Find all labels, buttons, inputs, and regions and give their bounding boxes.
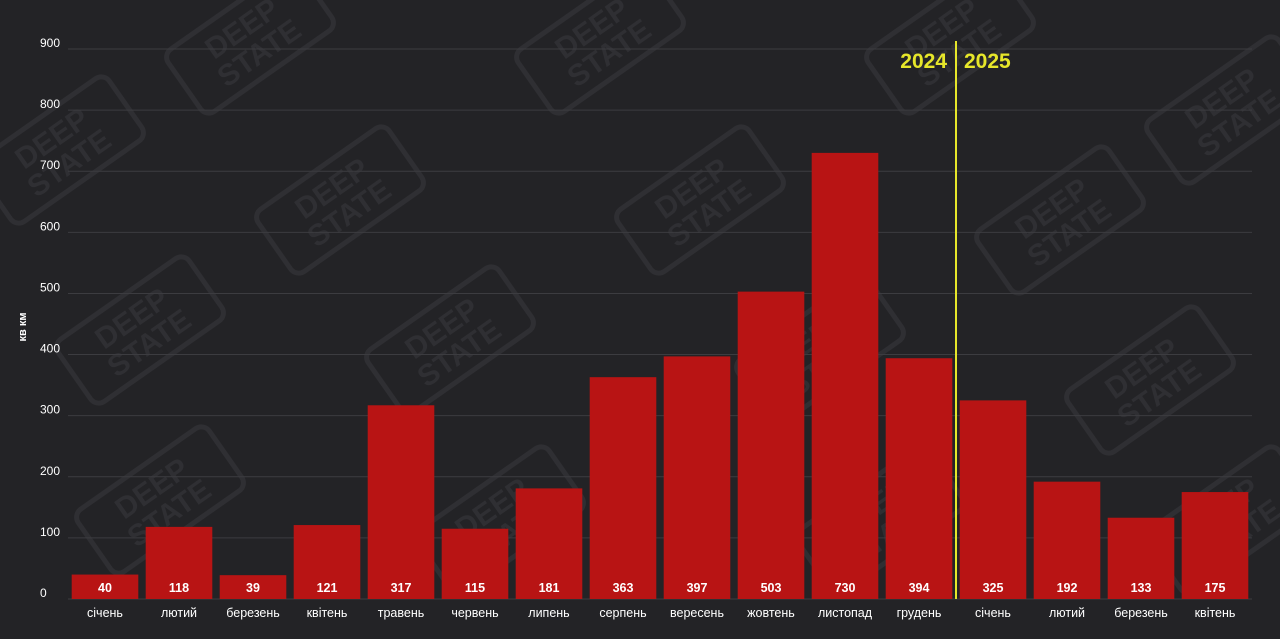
bar <box>515 488 583 599</box>
bar-value-label: 363 <box>613 581 634 595</box>
bar <box>1033 481 1101 599</box>
bars <box>71 152 1249 599</box>
bar <box>1107 517 1175 599</box>
x-axis-labels: січень лютий березень квітень травень червень… <box>87 606 1235 620</box>
x-tick-label: січень <box>975 606 1011 620</box>
x-tick-label: березень <box>226 606 280 620</box>
y-axis-label: кв км <box>17 313 29 342</box>
bar-value-label: 118 <box>169 581 189 595</box>
bar <box>885 358 953 599</box>
bar <box>811 152 879 599</box>
bar-value-label: 175 <box>1205 581 1226 595</box>
y-tick-label: 100 <box>40 525 60 539</box>
x-tick-label: квітень <box>307 606 348 620</box>
x-tick-label: лютий <box>161 606 197 620</box>
watermark-frame <box>0 74 146 226</box>
bar-value-label: 133 <box>1131 581 1152 595</box>
bar-value-label: 39 <box>246 581 260 595</box>
bar <box>1181 492 1249 599</box>
watermark-frame <box>254 124 426 276</box>
y-tick-label: 900 <box>40 36 60 50</box>
x-tick-label: листопад <box>818 606 873 620</box>
watermark-frame <box>164 0 336 116</box>
watermark-frame <box>1064 304 1236 456</box>
y-tick-label: 500 <box>40 280 60 294</box>
bar <box>589 377 657 599</box>
bar <box>71 574 139 599</box>
y-axis-ticks: 0 100 200 300 400 500 600 700 800 900 <box>40 36 60 600</box>
x-tick-label: травень <box>378 606 425 620</box>
bar-value-label: 192 <box>1057 581 1078 595</box>
bar-value-label: 397 <box>687 581 708 595</box>
bar <box>219 575 287 599</box>
bar-value-label: 317 <box>391 581 412 595</box>
x-tick-label: червень <box>451 606 498 620</box>
y-tick-label: 700 <box>40 158 60 172</box>
x-tick-label: січень <box>87 606 123 620</box>
x-tick-label: вересень <box>670 606 724 620</box>
year-label-2025: 2025 <box>964 50 1011 73</box>
watermark-frame <box>974 144 1146 296</box>
bar-value-label: 730 <box>835 581 856 595</box>
x-tick-label: серпень <box>599 606 646 620</box>
bar-value-label: 121 <box>317 581 338 595</box>
bar-value-label: 394 <box>909 581 930 595</box>
x-tick-label: квітень <box>1195 606 1236 620</box>
watermark-frame <box>1144 34 1280 186</box>
bar-value-label: 181 <box>539 581 560 595</box>
value-labels: 40 118 39 121 317 115 181 363 397 503 730 394 325 192… <box>98 581 1225 595</box>
watermark-frame <box>364 264 536 416</box>
watermark-frame <box>54 254 226 406</box>
watermark-frame <box>864 0 1036 116</box>
bar <box>663 356 731 599</box>
x-tick-label: грудень <box>897 606 942 620</box>
x-tick-label: березень <box>1114 606 1168 620</box>
bar <box>367 405 435 599</box>
watermark-frame <box>514 0 686 116</box>
bar <box>145 526 213 599</box>
x-tick-label: липень <box>528 606 569 620</box>
bar <box>441 528 509 599</box>
bar-value-label: 115 <box>465 581 485 595</box>
x-tick-label: лютий <box>1049 606 1085 620</box>
y-tick-label: 400 <box>40 342 60 356</box>
bar <box>959 400 1027 599</box>
y-tick-label: 300 <box>40 403 60 417</box>
bar <box>293 525 361 599</box>
watermark-frame <box>614 124 786 276</box>
y-tick-label: 200 <box>40 464 60 478</box>
x-tick-label: жовтень <box>747 606 795 620</box>
bar-value-label: 40 <box>98 581 112 595</box>
y-tick-label: 800 <box>40 97 60 111</box>
y-tick-label: 600 <box>40 219 60 233</box>
bar-value-label: 325 <box>983 581 1004 595</box>
bar-value-label: 503 <box>761 581 782 595</box>
year-label-2024: 2024 <box>900 50 947 73</box>
bar <box>737 291 805 599</box>
y-tick-label: 0 <box>40 586 47 600</box>
